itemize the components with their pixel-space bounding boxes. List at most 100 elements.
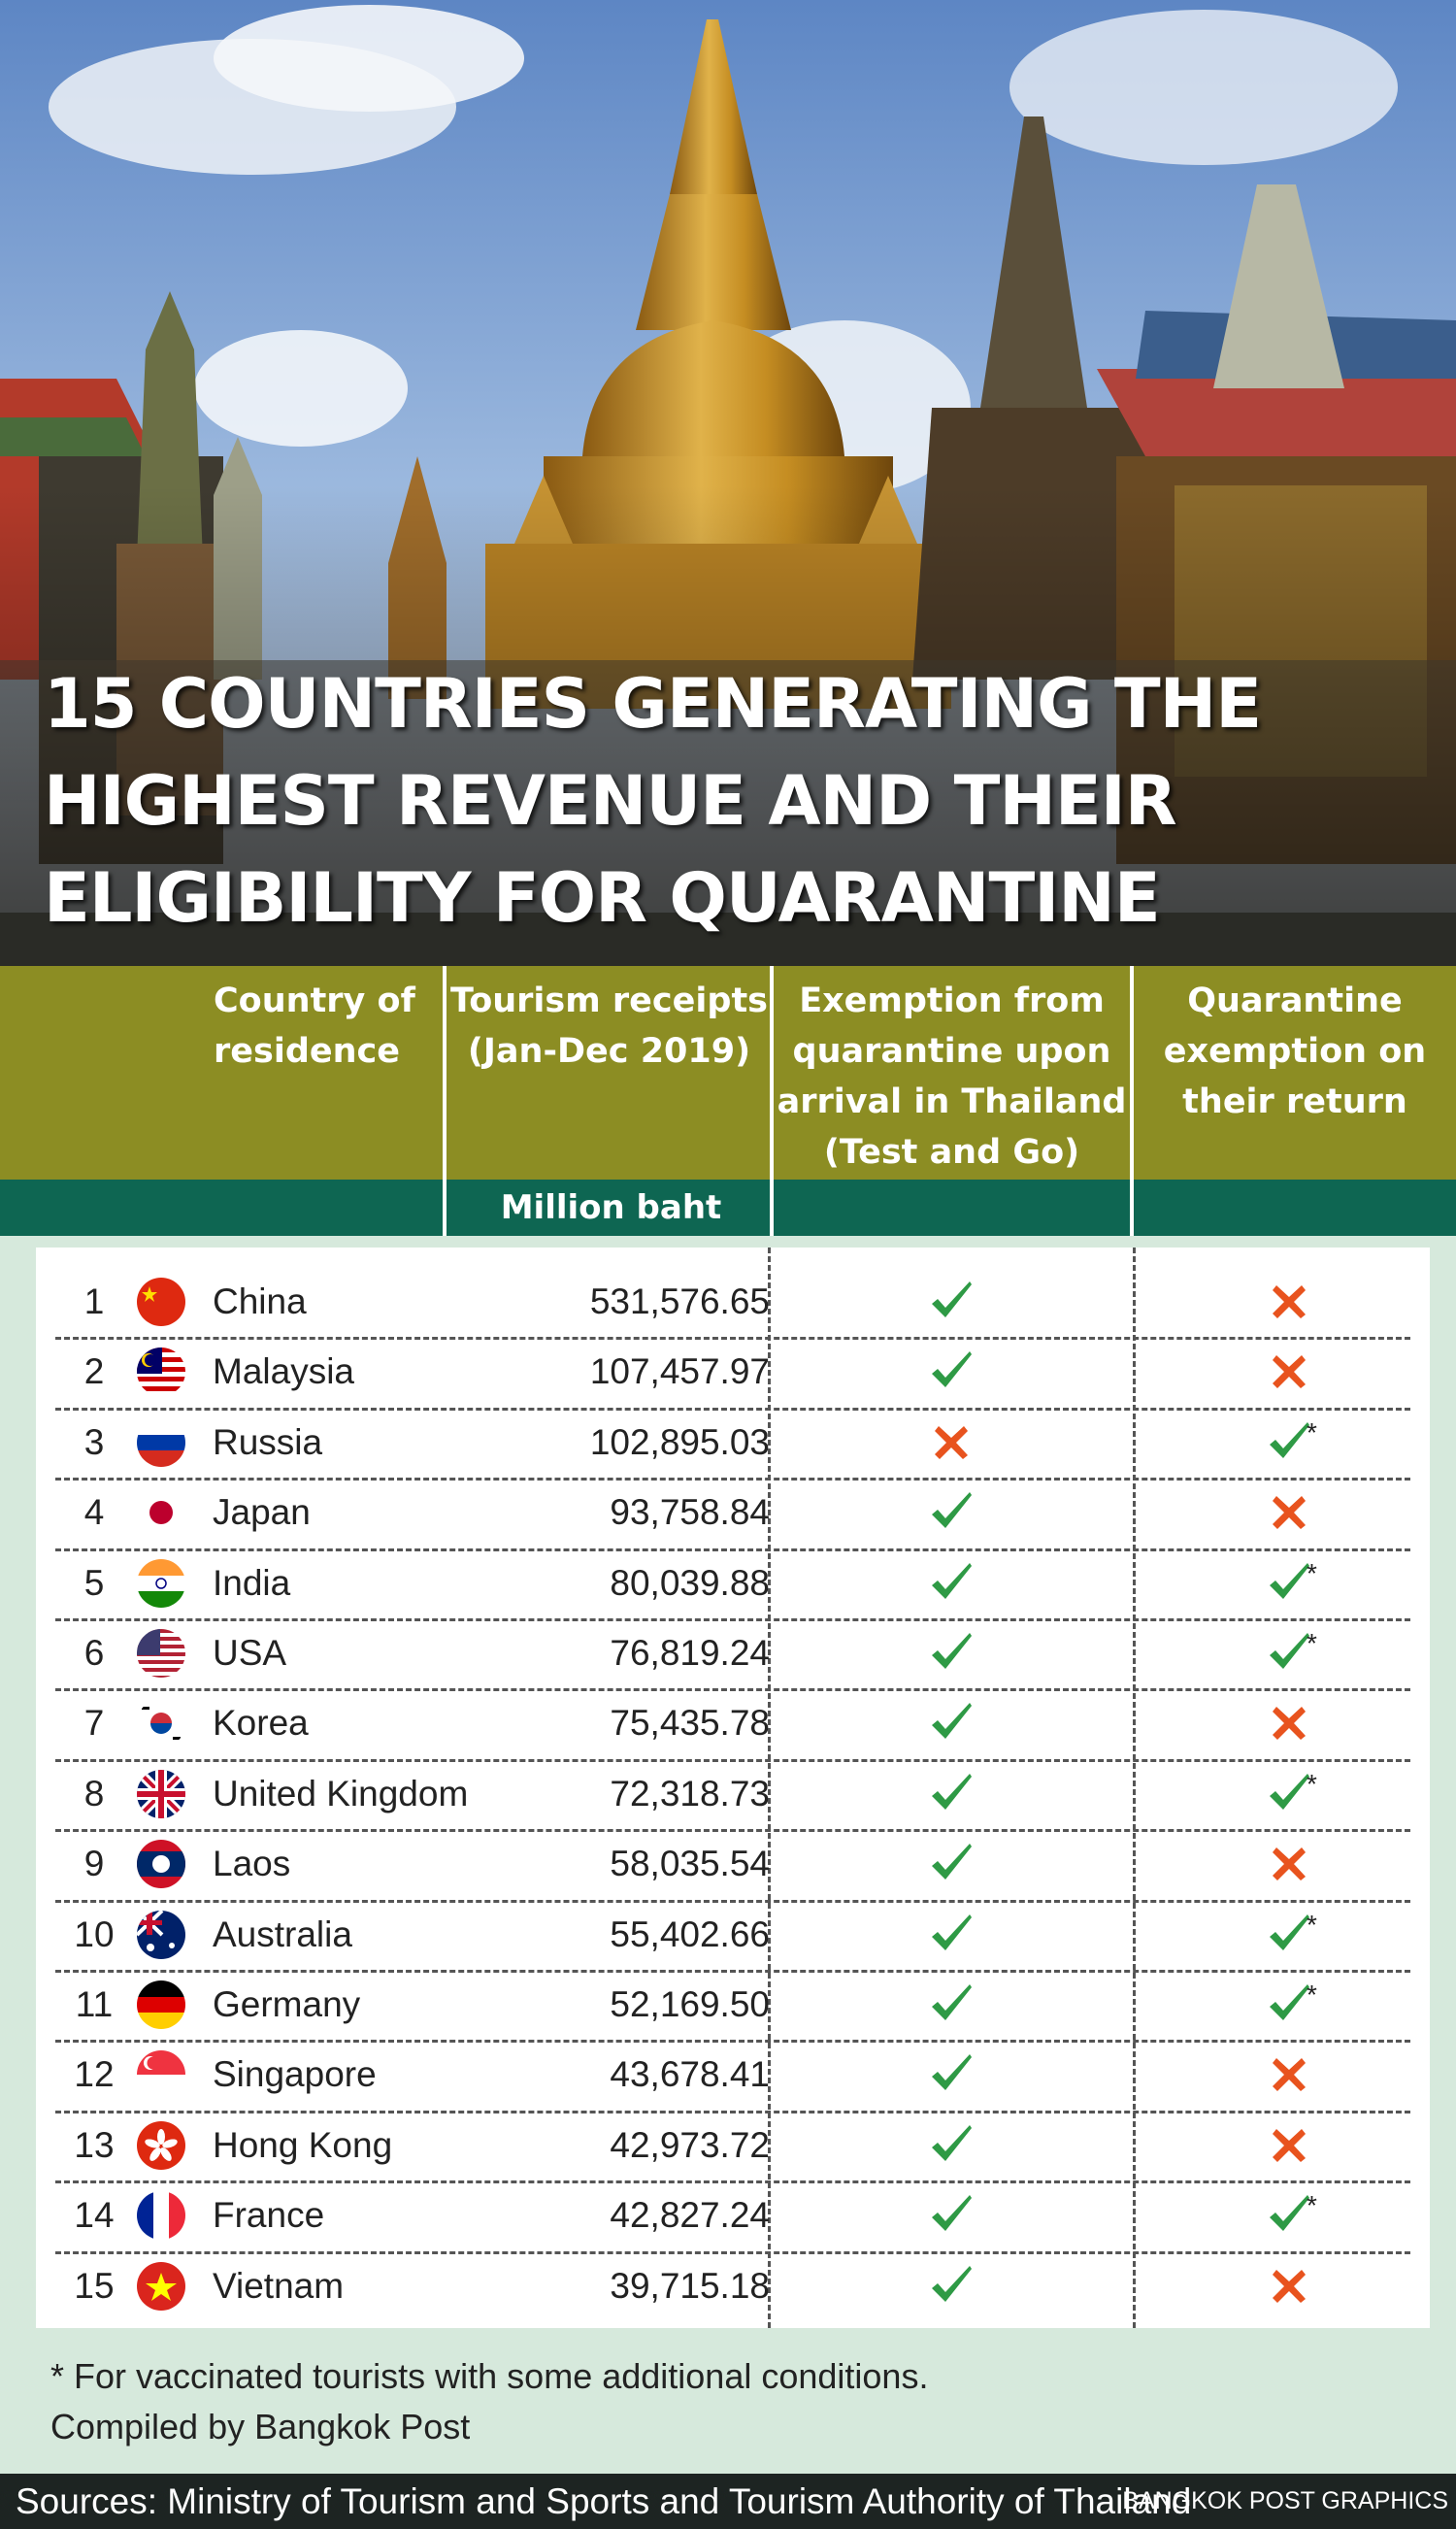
check-icon xyxy=(1265,1559,1313,1608)
column-arrival: Exemption from quarantine upon arrival i… xyxy=(774,966,1130,1236)
check-icon xyxy=(927,1911,976,1959)
footnote-asterisk: * xyxy=(1307,1416,1317,1448)
column-return: Quarantine exemption on their return xyxy=(1134,966,1456,1236)
fr-flag-icon xyxy=(137,2191,185,2241)
table-header: Country of residence Tourism receipts (J… xyxy=(0,966,1456,1236)
au-flag-icon xyxy=(137,1910,185,1959)
check-icon xyxy=(927,1278,976,1326)
column-divider xyxy=(768,1248,771,2328)
row-divider xyxy=(55,1899,1410,1903)
row-divider xyxy=(55,1758,1410,1762)
table-row: 1 China 531,576.65 xyxy=(36,1267,1430,1337)
row-divider xyxy=(55,1688,1410,1692)
row-divider xyxy=(55,1478,1410,1481)
rank-number: 12 xyxy=(74,2054,115,2095)
country-name: China xyxy=(213,1281,307,1321)
column-country: Country of residence xyxy=(194,966,437,1236)
country-name: Vietnam xyxy=(213,2265,345,2306)
cn-flag-icon xyxy=(137,1278,185,1326)
cross-icon xyxy=(1265,2121,1313,2170)
check-icon xyxy=(1265,2191,1313,2240)
rank-number: 9 xyxy=(83,1844,105,1884)
country-name: India xyxy=(213,1562,291,1603)
cross-icon xyxy=(927,1418,976,1467)
tourism-receipts: 93,758.84 xyxy=(610,1492,770,1533)
rank-number: 7 xyxy=(83,1703,105,1744)
gb-flag-icon xyxy=(137,1769,185,1818)
check-icon xyxy=(927,1770,976,1818)
footnote-asterisk: * xyxy=(1307,1628,1317,1658)
table-row: 3 Russia 102,895.03 * xyxy=(36,1408,1430,1478)
check-icon xyxy=(1265,1980,1313,2029)
country-name: Singapore xyxy=(213,2054,377,2095)
tourism-receipts: 107,457.97 xyxy=(589,1351,770,1392)
row-divider xyxy=(55,1337,1410,1341)
temple-illustration xyxy=(0,0,1456,966)
row-divider xyxy=(55,1829,1410,1833)
footnote-asterisk: * xyxy=(1307,1557,1317,1588)
table-row: 5 India 80,039.88 * xyxy=(36,1548,1430,1618)
table-row: 8 United Kingdom 72,318.73 * xyxy=(36,1759,1430,1829)
footnote-asterisk: * xyxy=(1307,1980,1317,2010)
country-name: Malaysia xyxy=(213,1351,354,1392)
header-separator xyxy=(770,966,774,1236)
check-icon xyxy=(1265,1911,1313,1959)
rank-number: 14 xyxy=(74,2195,115,2236)
tourism-receipts: 43,678.41 xyxy=(610,2054,770,2095)
table-row: 4 Japan 93,758.84 xyxy=(36,1478,1430,1547)
column-return-label: Quarantine exemption on their return xyxy=(1163,982,1427,1121)
kr-flag-icon xyxy=(137,1699,185,1748)
rank-number: 4 xyxy=(83,1492,105,1533)
ru-flag-icon xyxy=(137,1417,185,1467)
rank-number: 15 xyxy=(74,2265,115,2306)
check-icon xyxy=(1265,1629,1313,1678)
tourism-receipts: 42,827.24 xyxy=(610,2195,770,2236)
row-divider xyxy=(55,2040,1410,2044)
tourism-receipts: 75,435.78 xyxy=(610,1703,770,1744)
country-name: Germany xyxy=(213,1984,361,2024)
check-icon xyxy=(927,2121,976,2170)
tourism-receipts: 80,039.88 xyxy=(610,1562,770,1603)
check-icon xyxy=(927,1559,976,1608)
country-name: Russia xyxy=(213,1421,323,1462)
header-separator xyxy=(1130,966,1134,1236)
tourism-receipts: 42,973.72 xyxy=(610,2124,770,2165)
row-divider xyxy=(55,1970,1410,1973)
header-separator xyxy=(443,966,447,1236)
check-icon xyxy=(927,1629,976,1678)
hk-flag-icon xyxy=(137,2120,185,2170)
rank-number: 10 xyxy=(74,1913,115,1954)
tourism-receipts: 55,402.66 xyxy=(610,1913,770,1954)
de-flag-icon xyxy=(137,1980,185,2029)
footnote: * For vaccinated tourists with some addi… xyxy=(50,2356,929,2396)
table-row: 14 France 42,827.24 * xyxy=(36,2180,1430,2250)
hero-photo: 15 COUNTRIES GENERATING THE HIGHEST REVE… xyxy=(0,0,1456,966)
column-divider xyxy=(1133,1248,1136,2328)
cross-icon xyxy=(1265,1488,1313,1537)
country-name: Hong Kong xyxy=(213,2124,393,2165)
check-icon xyxy=(927,2050,976,2099)
us-flag-icon xyxy=(137,1629,185,1678)
rank-number: 5 xyxy=(83,1562,105,1603)
cross-icon xyxy=(1265,1278,1313,1326)
tourism-receipts: 39,715.18 xyxy=(610,2265,770,2306)
compiled-by: Compiled by Bangkok Post xyxy=(50,2407,471,2446)
country-name: USA xyxy=(213,1633,287,1673)
sg-flag-icon xyxy=(137,2050,185,2100)
cross-icon xyxy=(1265,1699,1313,1747)
cross-icon xyxy=(1265,2050,1313,2099)
check-icon xyxy=(927,2262,976,2311)
unit-label: Million baht xyxy=(500,1188,722,1227)
table-row: 12 Singapore 43,678.41 xyxy=(36,2040,1430,2110)
cross-icon xyxy=(1265,2262,1313,2311)
column-arrival-label: Exemption from quarantine upon arrival i… xyxy=(777,982,1127,1172)
vn-flag-icon xyxy=(137,2261,185,2311)
footnote-asterisk: * xyxy=(1307,2190,1317,2221)
country-name: Australia xyxy=(213,1913,352,1954)
footnote-asterisk: * xyxy=(1307,1909,1317,1940)
my-flag-icon xyxy=(137,1348,185,1397)
check-icon xyxy=(927,1840,976,1888)
row-divider xyxy=(55,2250,1410,2254)
check-icon xyxy=(1265,1770,1313,1818)
country-name: Japan xyxy=(213,1492,311,1533)
